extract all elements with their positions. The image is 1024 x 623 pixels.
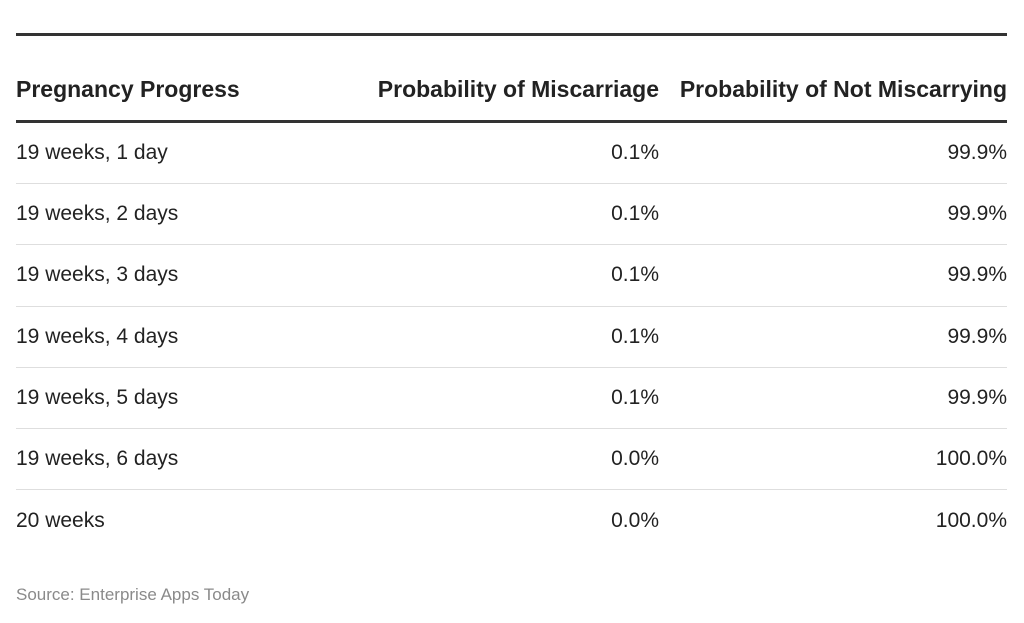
cell-pregnancy-progress: 19 weeks, 2 days <box>16 202 179 226</box>
table-row: 19 weeks, 3 days 0.1% 99.9% <box>16 245 1007 307</box>
cell-probability-miscarriage: 0.1% <box>611 202 659 226</box>
table-body: 19 weeks, 1 day 0.1% 99.9% 19 weeks, 2 days… <box>16 123 1007 551</box>
cell-probability-miscarriage: 0.1% <box>611 324 659 348</box>
table-row: 19 weeks, 4 days 0.1% 99.9% <box>16 307 1007 368</box>
cell-pregnancy-progress: 19 weeks, 5 days <box>16 385 179 409</box>
cell-probability-miscarriage: 0.1% <box>611 141 659 165</box>
cell-pregnancy-progress: 19 weeks, 4 days <box>16 324 179 348</box>
data-table: Pregnancy Progress Probability of Miscar… <box>16 33 1007 551</box>
column-header-pregnancy-progress: Pregnancy Progress <box>16 76 240 102</box>
cell-probability-miscarriage: 0.1% <box>611 263 659 287</box>
cell-pregnancy-progress: 19 weeks, 1 day <box>16 141 168 165</box>
cell-probability-not-miscarrying: 100.0% <box>935 447 1007 471</box>
cell-probability-miscarriage: 0.1% <box>611 385 659 409</box>
table-header-row: Pregnancy Progress Probability of Miscar… <box>16 36 1007 123</box>
cell-probability-not-miscarrying: 99.9% <box>947 385 1007 409</box>
column-header-probability-miscarriage: Probability of Miscarriage <box>377 76 659 102</box>
table-row: 19 weeks, 5 days 0.1% 99.9% <box>16 368 1007 429</box>
table-top-rule <box>16 33 1007 36</box>
table-row: 20 weeks 0.0% 100.0% <box>16 490 1007 551</box>
cell-probability-miscarriage: 0.0% <box>611 508 659 532</box>
cell-probability-not-miscarrying: 99.9% <box>947 324 1007 348</box>
cell-probability-not-miscarrying: 99.9% <box>947 141 1007 165</box>
cell-probability-not-miscarrying: 99.9% <box>947 202 1007 226</box>
cell-probability-not-miscarrying: 99.9% <box>947 263 1007 287</box>
cell-pregnancy-progress: 19 weeks, 3 days <box>16 263 179 287</box>
table-row: 19 weeks, 1 day 0.1% 99.9% <box>16 123 1007 185</box>
table-row: 19 weeks, 2 days 0.1% 99.9% <box>16 184 1007 246</box>
cell-probability-miscarriage: 0.0% <box>611 447 659 471</box>
cell-pregnancy-progress: 19 weeks, 6 days <box>16 447 179 471</box>
cell-probability-not-miscarrying: 100.0% <box>935 508 1007 532</box>
table-row: 19 weeks, 6 days 0.0% 100.0% <box>16 429 1007 491</box>
column-header-probability-not-miscarrying: Probability of Not Miscarrying <box>679 76 1007 102</box>
cell-pregnancy-progress: 20 weeks <box>16 508 105 532</box>
source-note: Source: Enterprise Apps Today <box>16 585 250 604</box>
